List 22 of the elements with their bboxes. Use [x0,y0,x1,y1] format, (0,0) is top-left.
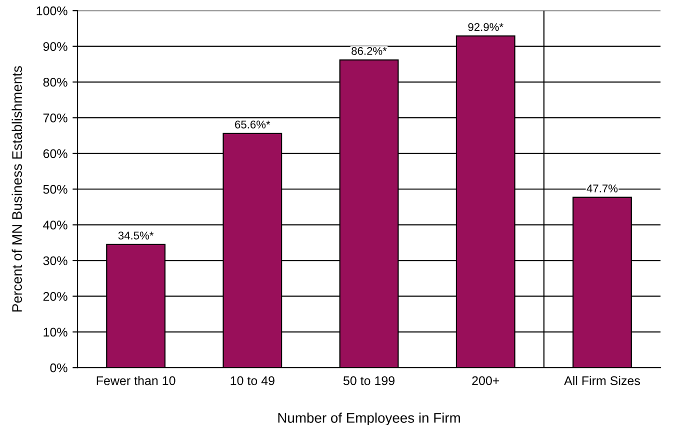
x-tick-label: 200+ [472,376,500,386]
y-tick-label: 10% [44,328,68,337]
y-tick-label: 20% [43,292,68,301]
y-tick-label: 80% [43,78,68,87]
y-tick-label: 50% [43,184,68,194]
y-tick-label: 90% [43,42,68,51]
y-axis-title: Percent of MN Business Establishments [12,66,22,312]
x-tick-label: Fewer than 10 [96,376,176,386]
x-tick-label: 10 to 49 [230,376,274,386]
data-label: 92.9%* [468,23,504,31]
data-label: 34.5%* [118,232,154,240]
x-tick-label: All Firm Sizes [564,376,640,386]
y-tick-label: 60% [43,149,68,158]
y-tick-label: 100% [36,6,68,16]
y-tick-label: 0% [50,363,68,372]
y-tick-label: 40% [43,220,68,230]
y-tick-label: 70% [43,114,68,122]
data-label: 47.7% [586,184,618,192]
data-label: 86.2%* [352,47,387,55]
data-label: 65.6%* [235,120,270,128]
y-tick-label: 30% [43,256,68,266]
x-tick-label: 50 to 199 [343,376,394,386]
